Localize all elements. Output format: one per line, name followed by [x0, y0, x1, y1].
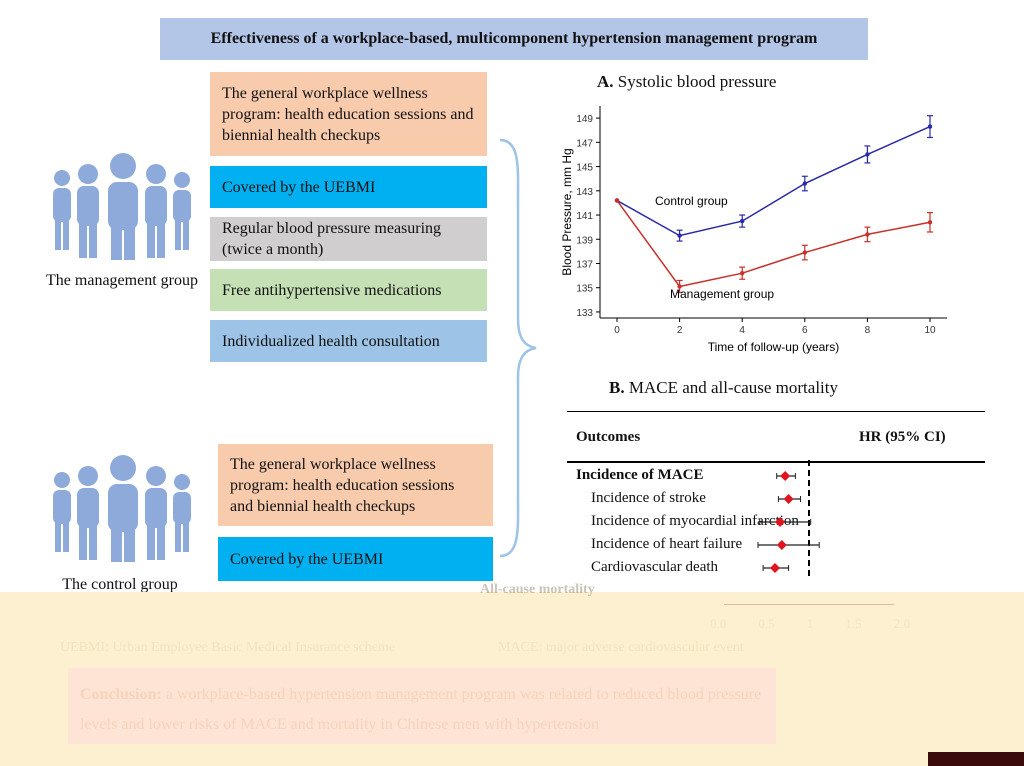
y-tick-label: 141: [576, 211, 593, 222]
control-box-wellness: The general workplace wellness program: …: [218, 444, 493, 526]
y-tick-label: 145: [576, 163, 593, 174]
management-group-label: The management group: [46, 272, 198, 289]
outcome-row-label: Incidence of stroke: [591, 490, 706, 506]
x-tick-label: 4: [739, 325, 745, 336]
forest-tick: 1: [806, 616, 814, 631]
outcome-row-label: Incidence of MACE: [576, 467, 704, 483]
conclusion-text: a workplace-based hypertension managemen…: [80, 686, 762, 733]
y-tick-label: 143: [576, 187, 593, 198]
management-box-medications: Free antihypertensive medications: [210, 269, 487, 311]
data-point: [865, 232, 870, 237]
data-point: [677, 233, 682, 238]
data-point: [740, 270, 745, 276]
curly-brace-icon: [499, 138, 537, 558]
data-point: [614, 198, 620, 203]
control-group-label: The control group: [62, 576, 178, 593]
data-point: [802, 250, 807, 255]
panel-a-title: A. Systolic blood pressure: [597, 72, 776, 92]
people-group-icon: [50, 452, 196, 562]
hr-marker: [775, 517, 786, 527]
management-box-consultation: Individualized health consultation: [210, 320, 487, 362]
footnote-uebmi: UEBMI: Urban Employee Basic Medical Insu…: [60, 640, 396, 655]
y-tick-label: 133: [576, 308, 593, 319]
x-tick-label: 8: [865, 325, 871, 336]
data-point: [677, 284, 682, 289]
figure-title: Effectiveness of a workplace-based, mult…: [160, 18, 868, 60]
y-tick-label: 139: [576, 235, 593, 246]
panel-b-title-text: MACE and all-cause mortality: [628, 378, 838, 397]
x-tick-label: 6: [802, 325, 808, 336]
y-tick-label: 137: [576, 259, 593, 270]
y-tick-label: 135: [576, 284, 593, 295]
data-point: [927, 124, 933, 129]
series-label-management: Management group: [670, 287, 774, 301]
column-header-outcomes: Outcomes: [576, 429, 641, 445]
x-tick-label: 10: [924, 325, 936, 336]
forest-tick: 0.0: [710, 616, 727, 631]
outcome-row-label: Cardiovascular death: [591, 559, 719, 575]
data-point: [927, 220, 933, 225]
conclusion-box: Conclusion: a workplace-based hypertensi…: [68, 668, 776, 744]
corner-block: [928, 752, 1024, 766]
hr-marker: [783, 494, 794, 504]
hr-marker: [780, 471, 791, 481]
forest-x-axis: [724, 604, 894, 605]
y-axis-title: Blood Pressure, mm Hg: [560, 148, 574, 275]
x-tick-label: 0: [614, 325, 620, 336]
forest-tick: 0.5: [758, 616, 775, 631]
management-box-wellness: The general workplace wellness program: …: [210, 72, 487, 156]
series-line: [616, 125, 931, 237]
y-tick-label: 149: [576, 114, 593, 125]
data-point: [865, 152, 870, 157]
column-header-hr: HR (95% CI): [859, 429, 946, 445]
table-top-rule: [567, 411, 985, 412]
outcome-row-label: All-cause mortality: [480, 582, 595, 597]
forest-x-ticks: 0.0 0.5 1 1.5 2.0: [710, 616, 910, 632]
data-point: [740, 218, 745, 224]
panel-b-title: B. MACE and all-cause mortality: [609, 378, 838, 398]
x-axis-title: Time of follow-up (years): [708, 340, 840, 354]
conclusion-label: Conclusion:: [80, 686, 162, 703]
outcome-row-label: Incidence of myocardial infarction: [591, 513, 799, 529]
data-point: [802, 181, 807, 186]
hr-marker: [776, 540, 787, 550]
y-tick-label: 147: [576, 138, 593, 149]
forest-tick: 2.0: [893, 616, 910, 631]
forest-plot: [757, 460, 820, 580]
panel-a-title-text: Systolic blood pressure: [617, 72, 777, 91]
table-header-rule: [567, 461, 985, 463]
series-label-control: Control group: [655, 194, 728, 208]
x-tick-label: 2: [677, 325, 683, 336]
panel-a-letter: A.: [597, 72, 614, 91]
systolic-bp-chart: 133 135 137 139 141 143 145 147 149 0 2 4 6 8 10 Time o…: [560, 106, 947, 354]
footnote-mace: MACE: major adverse cardiovascular event: [498, 640, 744, 655]
outcome-row-label: Incidence of heart failure: [591, 536, 743, 552]
hr-marker: [770, 563, 780, 573]
control-box-uebmi: Covered by the UEBMI: [218, 537, 493, 581]
forest-tick: 1.5: [845, 616, 862, 631]
people-group-icon: [50, 150, 196, 260]
management-box-bp-measuring: Regular blood pressure measuring (twice …: [210, 217, 487, 261]
management-box-uebmi: Covered by the UEBMI: [210, 166, 487, 208]
panel-b-letter: B.: [609, 378, 625, 397]
series-line: [616, 200, 931, 288]
